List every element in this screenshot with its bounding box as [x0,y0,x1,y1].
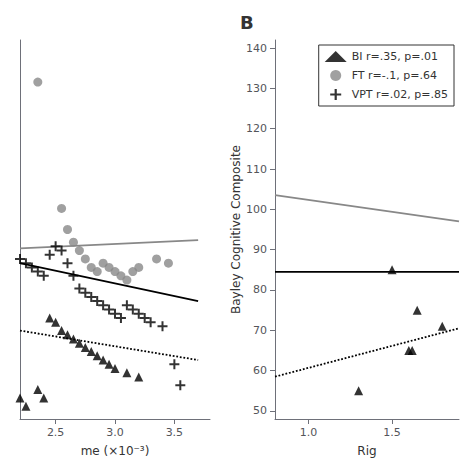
svg-text:90: 90 [253,243,267,256]
svg-text:VPT r=.02, p=.85: VPT r=.02, p=.85 [352,88,448,101]
svg-text:FT r=-.1, p=.64: FT r=-.1, p=.64 [352,69,437,82]
svg-text:110: 110 [246,163,267,176]
svg-text:me (×10⁻³): me (×10⁻³) [81,444,150,458]
svg-text:B: B [240,12,254,33]
svg-text:3.0: 3.0 [106,426,124,439]
svg-text:80: 80 [253,283,267,296]
svg-text:Bayley Cognitive Composite: Bayley Cognitive Composite [229,145,243,314]
svg-text:60: 60 [253,364,267,377]
svg-text:1.5: 1.5 [383,426,401,439]
svg-text:3.5: 3.5 [166,426,184,439]
svg-text:130: 130 [246,82,267,95]
svg-text:Rig: Rig [357,444,376,458]
svg-text:BI r=.35, p=.01: BI r=.35, p=.01 [352,50,438,63]
svg-text:50: 50 [253,404,267,417]
svg-text:120: 120 [246,122,267,135]
svg-text:1.0: 1.0 [300,426,318,439]
svg-text:70: 70 [253,324,267,337]
svg-text:100: 100 [246,203,267,216]
svg-text:140: 140 [246,42,267,55]
svg-text:2.5: 2.5 [47,426,65,439]
